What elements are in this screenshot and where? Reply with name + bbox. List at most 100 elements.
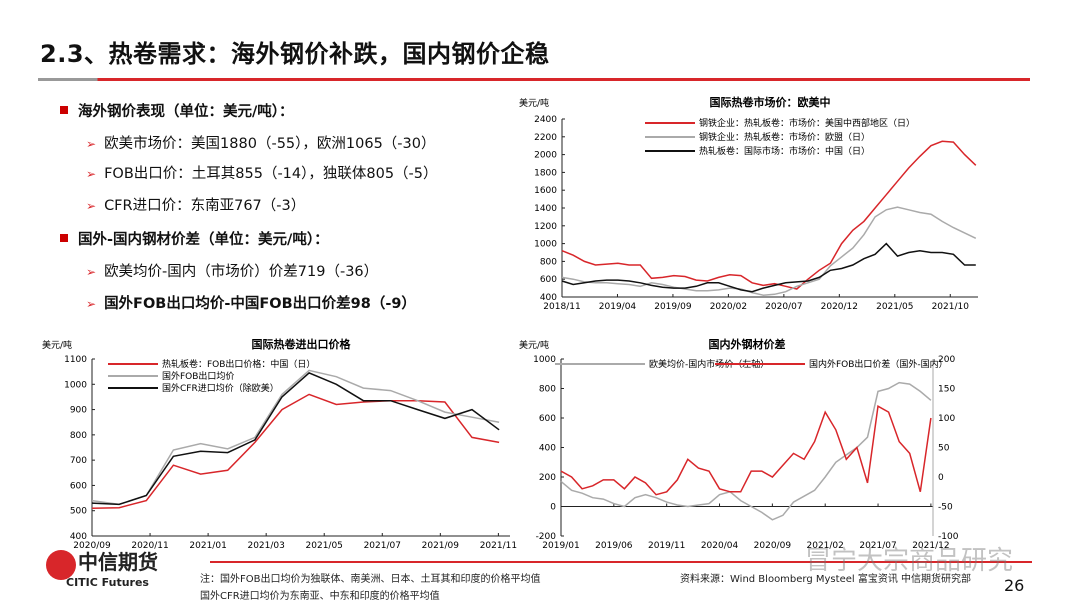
y-tick-label: 600 (70, 481, 87, 491)
x-tick-label: 2019/06 (595, 541, 633, 551)
x-tick-label: 2020/02 (710, 302, 747, 312)
x-tick-label: 2018/11 (543, 302, 580, 312)
logo-text-cn: 中信期货 (78, 550, 158, 574)
series-line-2 (561, 242, 976, 293)
bullet-text: 国外-国内钢材价差（单位：美元/吨）： (78, 232, 329, 248)
x-tick-label: 2020/11 (131, 541, 168, 551)
y-tick-label: 1000 (64, 380, 87, 390)
y-axis-unit: 美元/吨 (519, 339, 549, 351)
y2-tick-label: -50 (938, 503, 953, 513)
x-tick-label: 2021/02 (807, 541, 844, 551)
y-tick-label: 800 (70, 431, 87, 441)
series-line-1 (91, 369, 500, 506)
arrow-bullet-icon: ➢ (86, 265, 97, 279)
y-tick-label: 1000 (534, 240, 557, 250)
legend-label: 国外CFR进口均价（除欧美） (162, 382, 279, 394)
x-tick-label: 2019/11 (648, 541, 685, 551)
y-tick-label: 600 (540, 275, 557, 285)
x-tick-label: 2020/12 (821, 302, 858, 312)
x-tick-label: 2021/11 (480, 541, 517, 551)
bullet-text: 欧美均价-国内（市场价）价差719（-36） (104, 264, 379, 280)
y-tick-label: 800 (539, 385, 556, 395)
y-tick-label: 1000 (533, 355, 556, 365)
x-tick-label: 2020/07 (765, 302, 802, 312)
y-tick-label: 2200 (534, 133, 557, 143)
y2-tick-label: 0 (938, 473, 944, 483)
bullet-item: 海外钢价表现（单位：美元/吨）： (60, 100, 294, 121)
x-tick-label: 2019/09 (654, 302, 692, 312)
y-tick-label: 400 (539, 444, 556, 454)
y-tick-label: 800 (540, 257, 557, 267)
chart-domestic-foreign-spread: 国内外钢材价差 美元/吨 -200 0 200 400 600 800 1000 -100 -50 0… (519, 337, 959, 551)
y-tick-label: 1800 (534, 168, 557, 178)
footer-divider (210, 561, 1032, 563)
legend-label: 欧美均价-国内市场价（左轴） (649, 358, 769, 370)
arrow-bullet-icon: ➢ (86, 137, 97, 151)
series-line-1 (560, 405, 932, 496)
chart-intl-hrc-market-price: 国际热卷市场价：欧美中 美元/吨 400 600 800 1000 1200 1400 1600… (519, 95, 978, 312)
x-tick-label: 2021/07 (364, 541, 401, 551)
x-tick-label: 2021/05 (306, 541, 343, 551)
bullet-text: 海外钢价表现（单位：美元/吨）： (78, 104, 294, 120)
arrow-bullet-icon: ➢ (86, 297, 97, 311)
legend-label: 国内外FOB出口价差（国外-国内） (809, 358, 948, 370)
y-axis-unit: 美元/吨 (519, 97, 549, 109)
legend-label: 国外FOB出口均价 (162, 370, 234, 382)
series-line-0 (560, 381, 932, 521)
legend-label: 钢铁企业：热轧板卷：市场价：欧盟（日） (699, 131, 870, 143)
bullet-item: ➢ 欧美均价-国内（市场价）价差719（-36） (86, 260, 378, 281)
chart-title: 国际热卷进出口价格 (252, 337, 352, 351)
y-tick-label: 400 (70, 532, 87, 542)
x-tick-label: 2021/07 (859, 541, 896, 551)
title-divider (38, 78, 1030, 81)
square-bullet-icon (60, 106, 68, 114)
chart-title: 国际热卷市场价：欧美中 (710, 95, 831, 109)
x-tick-label: 2019/01 (542, 541, 579, 551)
x-tick-label: 2020/04 (701, 541, 739, 551)
x-tick-label: 2021/03 (247, 541, 284, 551)
series-line-0 (91, 393, 500, 509)
page-title: 2.3、热卷需求：海外钢价补跌，国内钢价企稳 (40, 40, 550, 68)
y2-tick-label: -100 (938, 532, 959, 542)
bullet-text: CFR进口价：东南亚767（-3） (104, 198, 306, 214)
bullet-item: ➢ FOB出口价：土耳其855（-14），独联体805（-5） (86, 162, 438, 183)
y-tick-label: 1200 (534, 222, 557, 232)
logo-text-en: CITIC Futures (66, 576, 149, 589)
y-axis-unit: 美元/吨 (42, 339, 72, 351)
chart-title: 国内外钢材价差 (709, 337, 786, 351)
x-tick-label: 2020/09 (73, 541, 111, 551)
x-tick-label: 2021/09 (422, 541, 460, 551)
legend-label: 热轧板卷：国际市场：市场价：中国（日） (699, 145, 870, 157)
y-tick-label: 200 (539, 473, 556, 483)
y2-tick-label: 50 (938, 444, 950, 454)
bullet-item: ➢ 欧美市场价：美国1880（-55），欧洲1065（-30） (86, 132, 435, 153)
y-tick-label: 0 (550, 503, 556, 513)
y2-tick-label: 200 (938, 355, 955, 365)
series-line-1 (561, 206, 977, 296)
y2-tick-label: 100 (938, 414, 955, 424)
legend-label: 钢铁企业：热轧板卷：市场价：美国中西部地区（日） (699, 117, 915, 129)
bullet-text: 国外FOB出口均价-中国FOB出口价差98（-9） (104, 296, 416, 312)
square-bullet-icon (60, 234, 68, 242)
y-tick-label: 600 (539, 414, 556, 424)
y-tick-label: 500 (70, 507, 87, 517)
citic-logo-icon (46, 550, 76, 580)
bullet-item: ➢ CFR进口价：东南亚767（-3） (86, 194, 305, 215)
y-tick-label: -200 (536, 532, 557, 542)
y2-tick-label: 150 (938, 385, 955, 395)
footnote-1: 注：国外FOB出口均价为独联体、南美洲、日本、土耳其和印度的价格平均值 (200, 574, 541, 585)
x-tick-label: 2021/12 (912, 541, 949, 551)
x-tick-label: 2021/01 (189, 541, 226, 551)
series-line-0 (561, 140, 977, 290)
y-tick-label: 1600 (534, 186, 557, 196)
y-tick-label: 400 (540, 293, 557, 303)
bullet-text: FOB出口价：土耳其855（-14），独联体805（-5） (104, 166, 438, 182)
footnote-2: 国外CFR进口均价为东南亚、中东和印度的价格平均值 (200, 591, 440, 602)
arrow-bullet-icon: ➢ (86, 199, 97, 213)
x-tick-label: 2020/09 (754, 541, 792, 551)
series-line-2 (91, 372, 500, 506)
x-tick-label: 2021/05 (876, 302, 913, 312)
bullet-text: 欧美市场价：美国1880（-55），欧洲1065（-30） (104, 136, 436, 152)
page-number: 26 (1004, 576, 1025, 595)
bullet-item: 国外-国内钢材价差（单位：美元/吨）： (60, 228, 329, 249)
